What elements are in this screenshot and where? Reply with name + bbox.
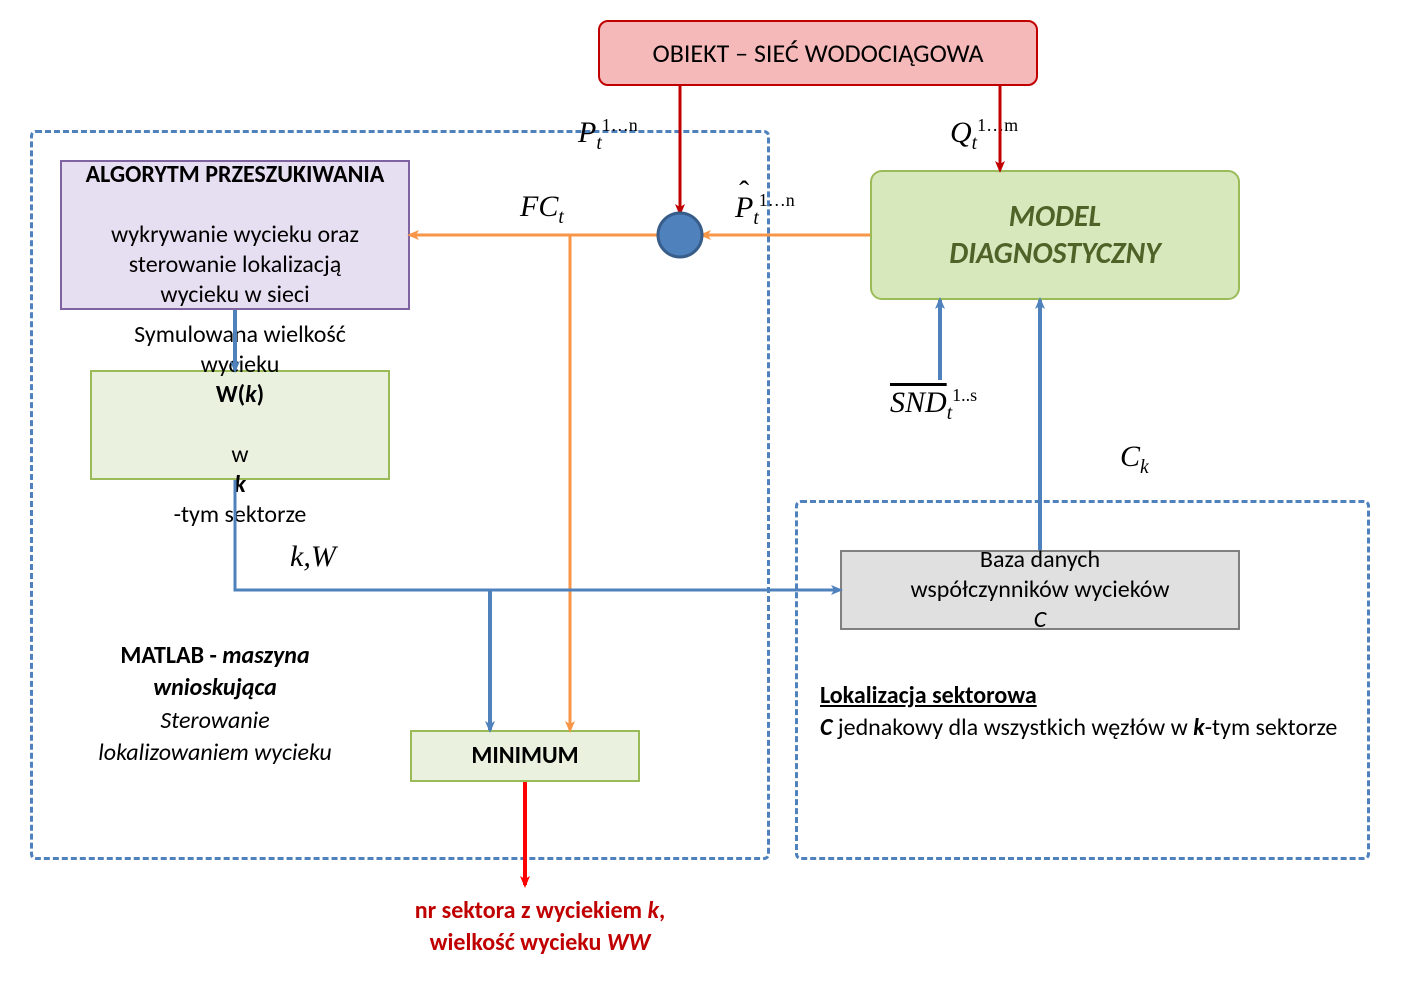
node-model: MODELDIAGNOSTYCZNY xyxy=(870,170,1240,300)
node-minimum: MINIMUM xyxy=(410,730,640,782)
math-SND: SNDt1..s xyxy=(890,385,977,425)
text-matlab: MATLAB - maszynawnioskującaSterowanielok… xyxy=(60,640,370,770)
node-baza: Baza danychwspółczynników wycieków C xyxy=(840,550,1240,630)
math-Phat: ˆPt1…n xyxy=(735,190,795,230)
math-P: Pt1…n xyxy=(578,115,638,155)
math-kW: k,W xyxy=(290,540,336,574)
node-symulowana: Symulowana wielkośćwycieku W(k)w k-tym s… xyxy=(90,370,390,480)
node-algorytm: ALGORYTM PRZESZUKIWANIAwykrywanie wyciek… xyxy=(60,160,410,310)
text-result: nr sektora z wyciekiem k,wielkość wyciek… xyxy=(360,895,720,960)
math-FC: FCt xyxy=(520,190,564,229)
node-obiekt: OBIEKT – SIEĆ WODOCIĄGOWA xyxy=(598,20,1038,86)
math-Ck: Ck xyxy=(1120,440,1149,479)
math-Q: Qt1…m xyxy=(950,115,1018,155)
text-lokalizacja: Lokalizacja sektorowaC jednakowy dla wsz… xyxy=(820,680,1350,745)
